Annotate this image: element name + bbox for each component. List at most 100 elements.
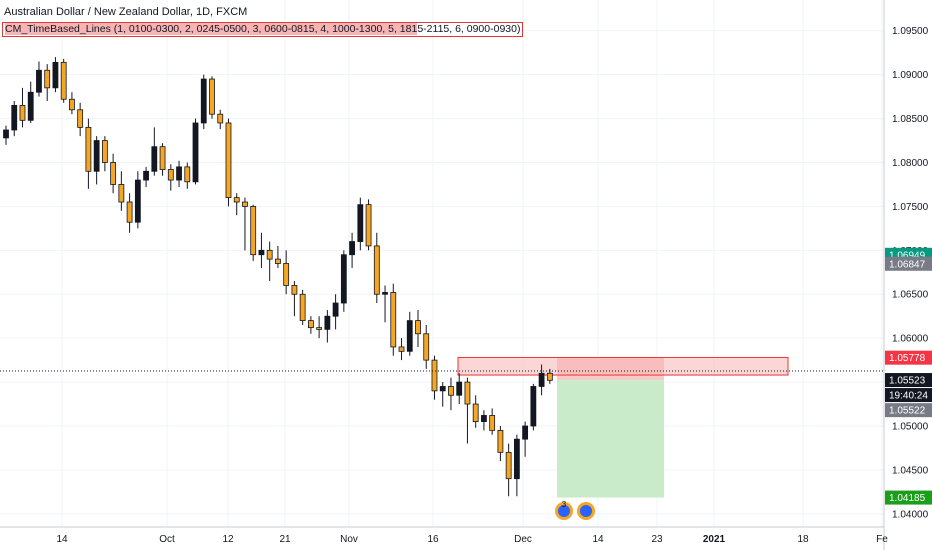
candle-body xyxy=(505,451,512,480)
time-axis[interactable]: 14 Oct 12 21 Nov 16 Dec 14 23 2021 18 Fe xyxy=(56,534,888,545)
candle-body xyxy=(382,292,388,295)
time-tick-label: 23 xyxy=(651,534,663,545)
candle-body xyxy=(299,293,306,321)
resistance-zone[interactable] xyxy=(457,356,789,376)
candle-body xyxy=(69,98,75,111)
candle-body xyxy=(464,381,471,405)
price-tag-label: 1.04185 xyxy=(889,493,926,504)
candle-body xyxy=(332,302,339,317)
candle-body xyxy=(242,201,248,207)
event-badges[interactable]: 3 xyxy=(555,500,595,520)
candle-body xyxy=(3,129,9,139)
candle-body xyxy=(522,425,529,440)
countdown-label: 19:40:24 xyxy=(889,391,928,402)
candle-body xyxy=(373,245,380,295)
candle-body xyxy=(118,184,125,203)
candle-body xyxy=(101,140,108,163)
candle-body xyxy=(250,206,257,256)
candle-body xyxy=(513,438,520,480)
time-tick-label: 14 xyxy=(56,534,68,545)
candle-body xyxy=(530,386,537,427)
candle-body xyxy=(340,254,347,304)
price-tag-target-green xyxy=(885,490,932,505)
chart-title[interactable]: Australian Dollar / New Zealand Dollar, … xyxy=(4,6,248,18)
time-tick-label: Fe xyxy=(876,534,888,545)
candle-body xyxy=(415,320,421,335)
candle-body xyxy=(167,169,174,181)
time-tick-label: Oct xyxy=(159,534,175,545)
candle-body xyxy=(497,429,504,453)
candle-body xyxy=(19,105,26,121)
price-tick-label: 1.07500 xyxy=(892,202,929,213)
price-tag-entry-gray xyxy=(885,403,932,418)
indicator-legend-rest: 5-2115, 6, 0900-0930) xyxy=(417,23,521,35)
candle-body xyxy=(390,292,397,348)
candle-body xyxy=(110,162,117,185)
indicator-legend[interactable]: CM_TimeBased_Lines (1, 0100-0300, 2, 024… xyxy=(2,22,524,37)
candle-body xyxy=(143,170,149,181)
time-tick-label: 14 xyxy=(592,534,604,545)
price-tick-label: 1.05000 xyxy=(892,421,929,432)
candlestick-series xyxy=(3,57,553,497)
candle-body xyxy=(134,179,141,223)
candle-body xyxy=(200,78,207,124)
candle-body xyxy=(324,315,331,330)
candle-body xyxy=(456,381,463,396)
price-tag-label: 1.05522 xyxy=(889,406,926,417)
candle-body xyxy=(77,109,84,128)
price-tag-last-black xyxy=(885,373,932,388)
candle-body xyxy=(431,359,438,392)
candle-body xyxy=(159,146,166,170)
take-profit-zone[interactable] xyxy=(557,380,664,498)
candle-body xyxy=(423,333,430,361)
candle-body xyxy=(307,320,314,329)
candle-body xyxy=(52,61,59,89)
candle-body xyxy=(225,122,232,199)
candle-body xyxy=(184,166,191,183)
indicator-legend-highlight: CM_TimeBased_Lines (1, 0100-0300, 2, 024… xyxy=(5,23,418,35)
candle-body xyxy=(439,386,446,392)
candle-body xyxy=(60,61,67,100)
candle-body xyxy=(233,197,240,203)
price-axis[interactable]: 1.095001.090001.085001.080001.075001.070… xyxy=(892,26,929,520)
time-tick-label: 18 xyxy=(797,534,809,545)
candle-body xyxy=(406,320,413,352)
price-tag-label: 1.06949 xyxy=(889,250,926,261)
candle-body xyxy=(258,249,265,256)
candle-body xyxy=(27,91,34,121)
price-tag-label: 1.05523 xyxy=(889,376,926,387)
time-tick-label: 16 xyxy=(427,534,439,545)
candle-body xyxy=(36,69,42,93)
price-tick-label: 1.04000 xyxy=(892,509,929,520)
candle-body xyxy=(192,122,199,183)
candle-body xyxy=(365,204,372,247)
candle-body xyxy=(217,113,224,124)
candle-body xyxy=(538,372,545,387)
time-tick-label: Dec xyxy=(514,534,532,545)
time-tick-label: 2021 xyxy=(703,534,726,545)
candle-body xyxy=(11,105,18,131)
candle-body xyxy=(489,415,496,431)
candle-body xyxy=(93,140,100,172)
candle-body xyxy=(481,415,487,422)
price-tag-label: 1.06847 xyxy=(889,259,926,270)
candle-body xyxy=(316,327,323,330)
price-tick-label: 1.06500 xyxy=(892,290,929,301)
candle-body xyxy=(357,204,364,242)
candle-body xyxy=(126,201,133,223)
candle-body xyxy=(151,146,158,172)
candle-body xyxy=(44,69,51,89)
event-count-badge: 3 xyxy=(562,500,567,509)
candle-body xyxy=(398,346,405,352)
candle-body xyxy=(448,386,454,396)
time-tick-label: 21 xyxy=(279,534,291,545)
candle-body xyxy=(472,403,479,422)
candle-body xyxy=(283,263,290,286)
price-tick-label: 1.09000 xyxy=(892,70,929,81)
candle-body xyxy=(275,258,281,264)
price-tick-label: 1.08500 xyxy=(892,114,929,125)
chart-grid xyxy=(0,0,884,527)
price-tag-stop-red xyxy=(885,350,932,365)
